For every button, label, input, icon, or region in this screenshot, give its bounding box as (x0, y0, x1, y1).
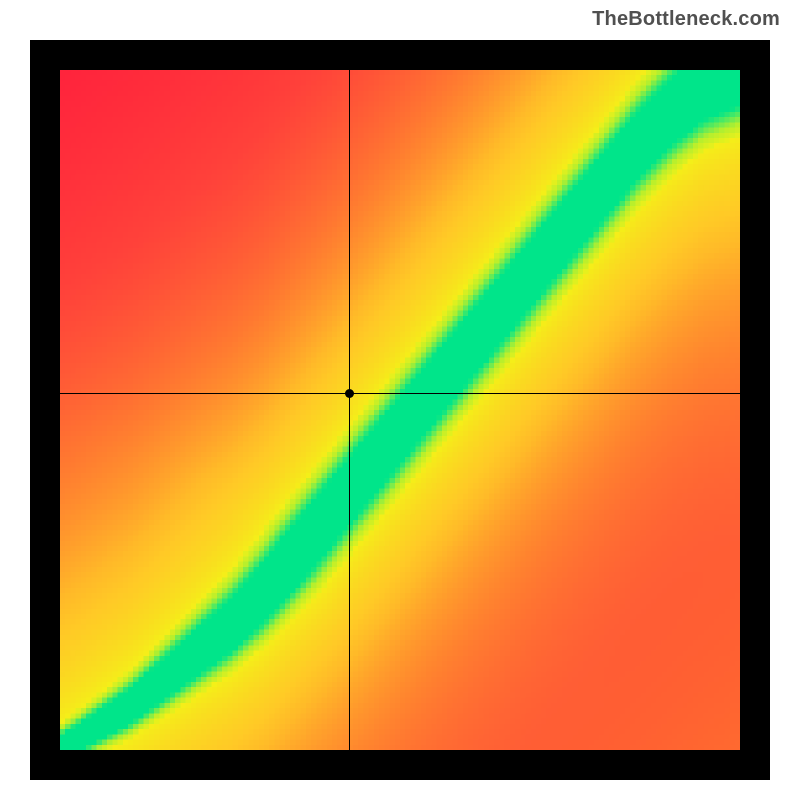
attribution-text: TheBottleneck.com (592, 8, 780, 31)
heatmap-canvas (60, 70, 740, 750)
root: TheBottleneck.com (0, 0, 800, 800)
plot-frame (30, 40, 770, 780)
crosshair-horizontal (60, 393, 740, 394)
crosshair-vertical (349, 70, 350, 750)
plot-area (60, 70, 740, 750)
marker-dot (345, 389, 354, 398)
